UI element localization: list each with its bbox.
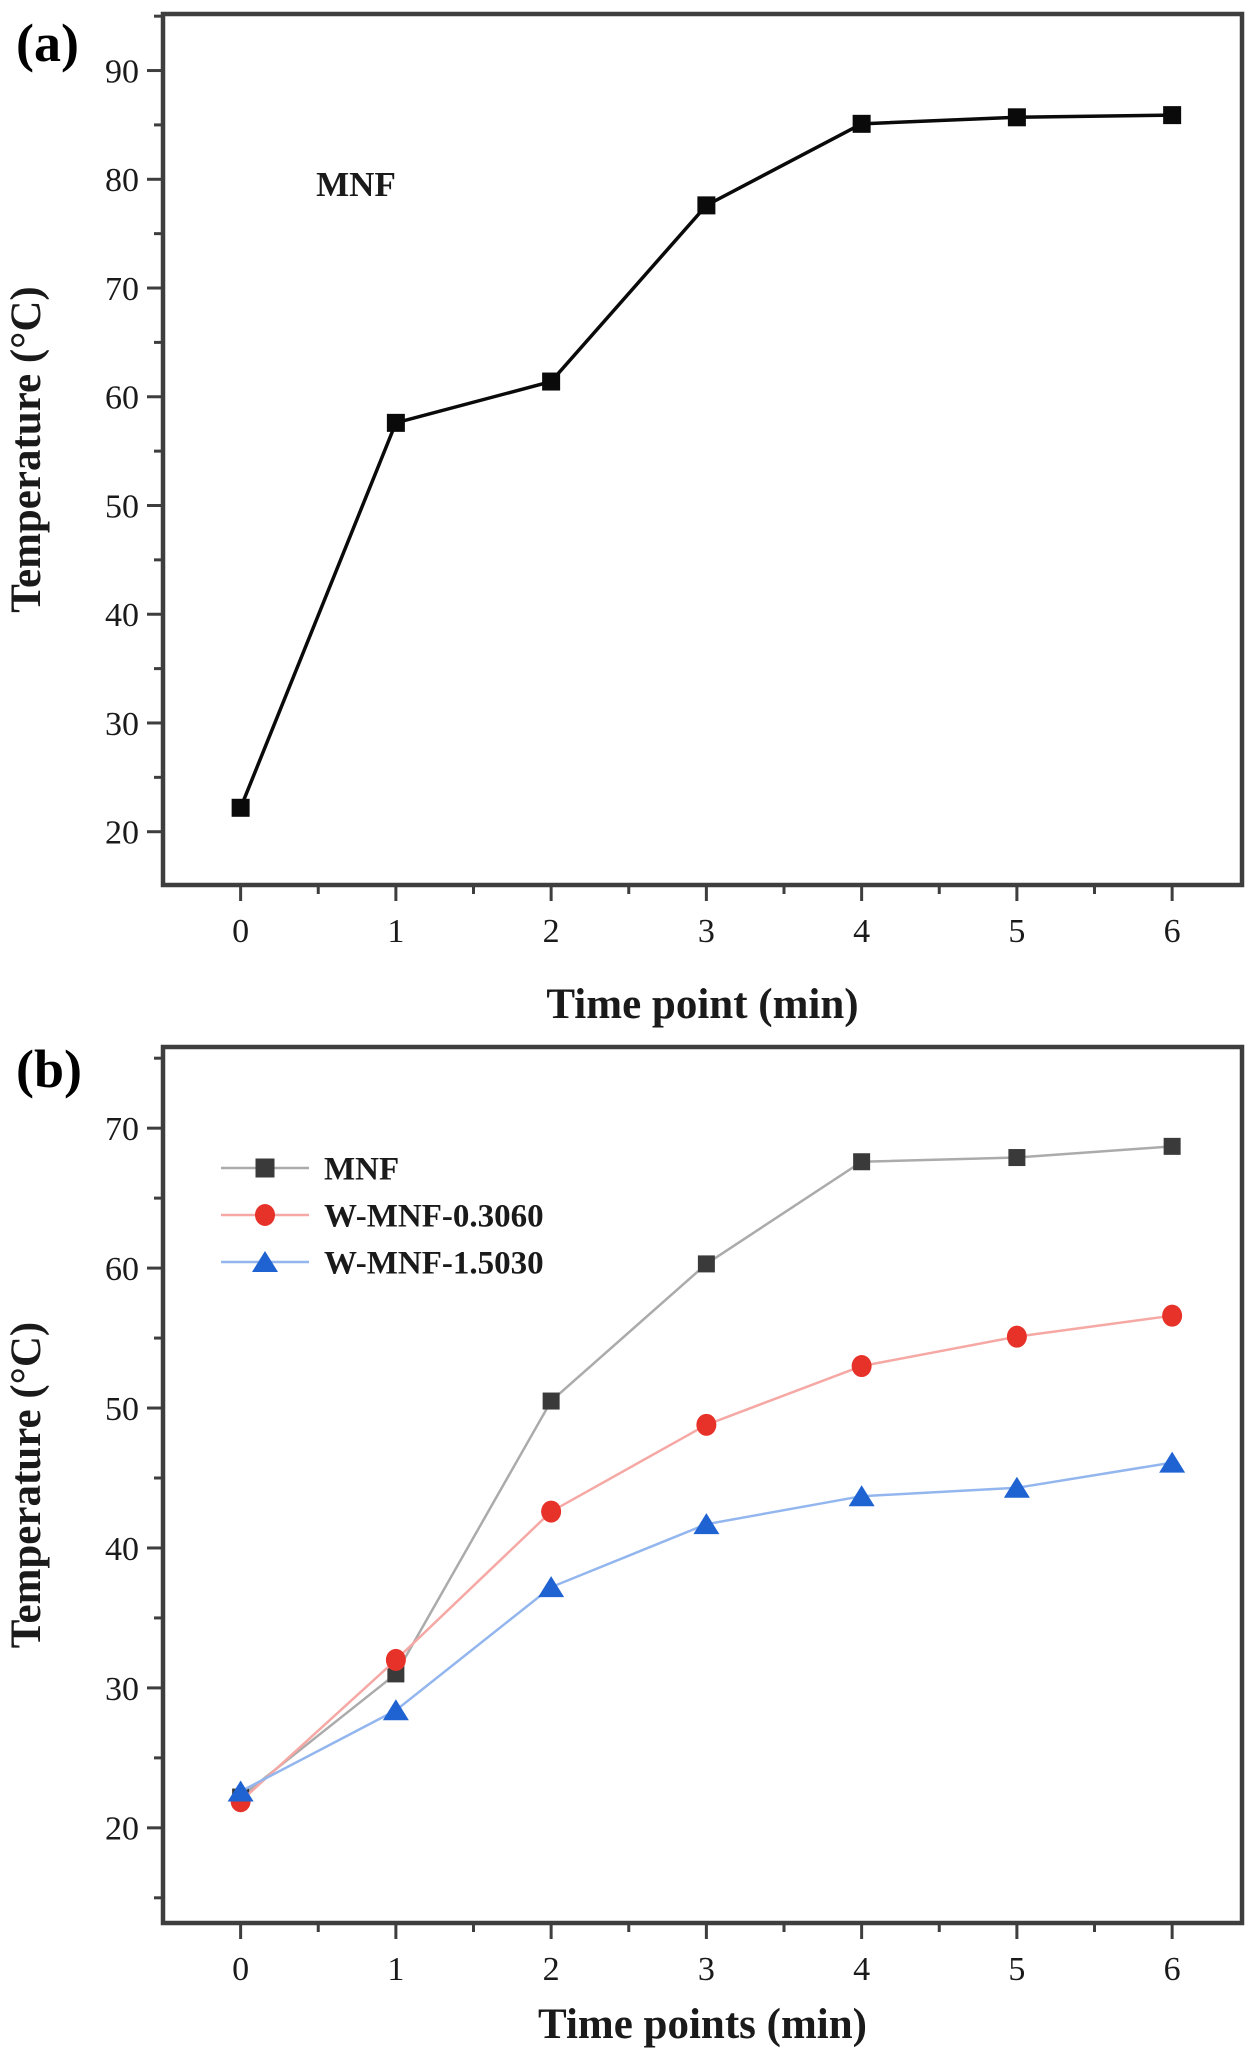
x-tick-label: 1 [387, 1951, 404, 1988]
y-tick-label: 30 [105, 706, 139, 743]
legend-label: W-MNF-1.5030 [324, 1246, 544, 1282]
legend-label: MNF [324, 1152, 399, 1188]
x-tick-label: 4 [853, 1951, 870, 1988]
y-tick-label: 80 [105, 162, 139, 199]
series-marker [851, 1355, 872, 1378]
series-marker [542, 372, 561, 391]
series-marker [538, 1576, 565, 1598]
y-tick-label: 70 [105, 1111, 139, 1148]
x-axis-title: Time point (min) [546, 981, 858, 1028]
x-tick-label: 3 [698, 1951, 715, 1988]
series-line [239, 1314, 1173, 1803]
series-line [239, 1145, 1173, 1799]
series-marker [382, 1699, 409, 1721]
x-tick-label: 6 [1164, 1951, 1181, 1988]
legend-marker [252, 1251, 278, 1272]
x-tick-label: 2 [543, 1951, 560, 1988]
y-tick-label: 90 [105, 53, 139, 90]
x-tick-label: 0 [232, 1951, 249, 1988]
x-tick-label: 5 [1008, 1951, 1025, 1988]
series-marker [1007, 108, 1026, 127]
y-tick-label: 40 [105, 1531, 139, 1568]
series-marker [385, 1648, 406, 1671]
legend-marker [255, 1204, 275, 1226]
x-tick-label: 2 [543, 913, 560, 950]
series-marker [386, 413, 405, 432]
series-marker [227, 1780, 254, 1802]
y-tick-label: 60 [105, 1251, 139, 1288]
panel-b-label: (b) [16, 1039, 82, 1099]
series-marker [1162, 1304, 1183, 1327]
series-marker [853, 1153, 871, 1171]
series-marker [1006, 1325, 1027, 1348]
x-tick-label: 4 [853, 913, 870, 950]
series-marker [848, 1485, 875, 1507]
series-marker [1163, 106, 1182, 125]
x-tick-label: 5 [1008, 913, 1025, 950]
series-marker [697, 1255, 715, 1273]
series-marker [541, 1500, 562, 1523]
series-marker [697, 196, 716, 215]
x-tick-label: 1 [387, 913, 404, 950]
series-marker [1008, 1149, 1026, 1167]
legend-label: W-MNF-0.3060 [324, 1199, 544, 1235]
series-marker [1163, 1137, 1181, 1155]
legend-marker [255, 1158, 275, 1178]
y-tick-label: 70 [105, 271, 139, 308]
y-tick-label: 30 [105, 1671, 139, 1708]
y-axis-title: Temperature (°C) [3, 1322, 50, 1649]
chart-annotation: MNF [316, 165, 396, 204]
series-marker [1159, 1451, 1186, 1473]
y-tick-label: 20 [105, 1811, 139, 1848]
series-marker [696, 1413, 717, 1436]
series-line [240, 1461, 1173, 1793]
x-tick-label: 0 [232, 913, 249, 950]
series-marker [852, 114, 871, 133]
series-line [239, 113, 1173, 809]
y-tick-label: 50 [105, 488, 139, 525]
y-tick-label: 50 [105, 1391, 139, 1428]
x-tick-label: 3 [698, 913, 715, 950]
plot-box [160, 1044, 1245, 1926]
series-marker [542, 1392, 560, 1410]
y-axis-title: Temperature (°C) [3, 286, 50, 613]
plot-box [160, 11, 1245, 888]
series-marker [1003, 1476, 1030, 1498]
y-tick-label: 20 [105, 815, 139, 852]
y-tick-label: 40 [105, 597, 139, 634]
series-marker [693, 1513, 720, 1535]
panel-a-label: (a) [16, 13, 79, 73]
y-tick-label: 60 [105, 380, 139, 417]
x-axis-title: Time points (min) [538, 2001, 867, 2048]
series-marker [231, 798, 250, 817]
x-tick-label: 6 [1164, 913, 1181, 950]
